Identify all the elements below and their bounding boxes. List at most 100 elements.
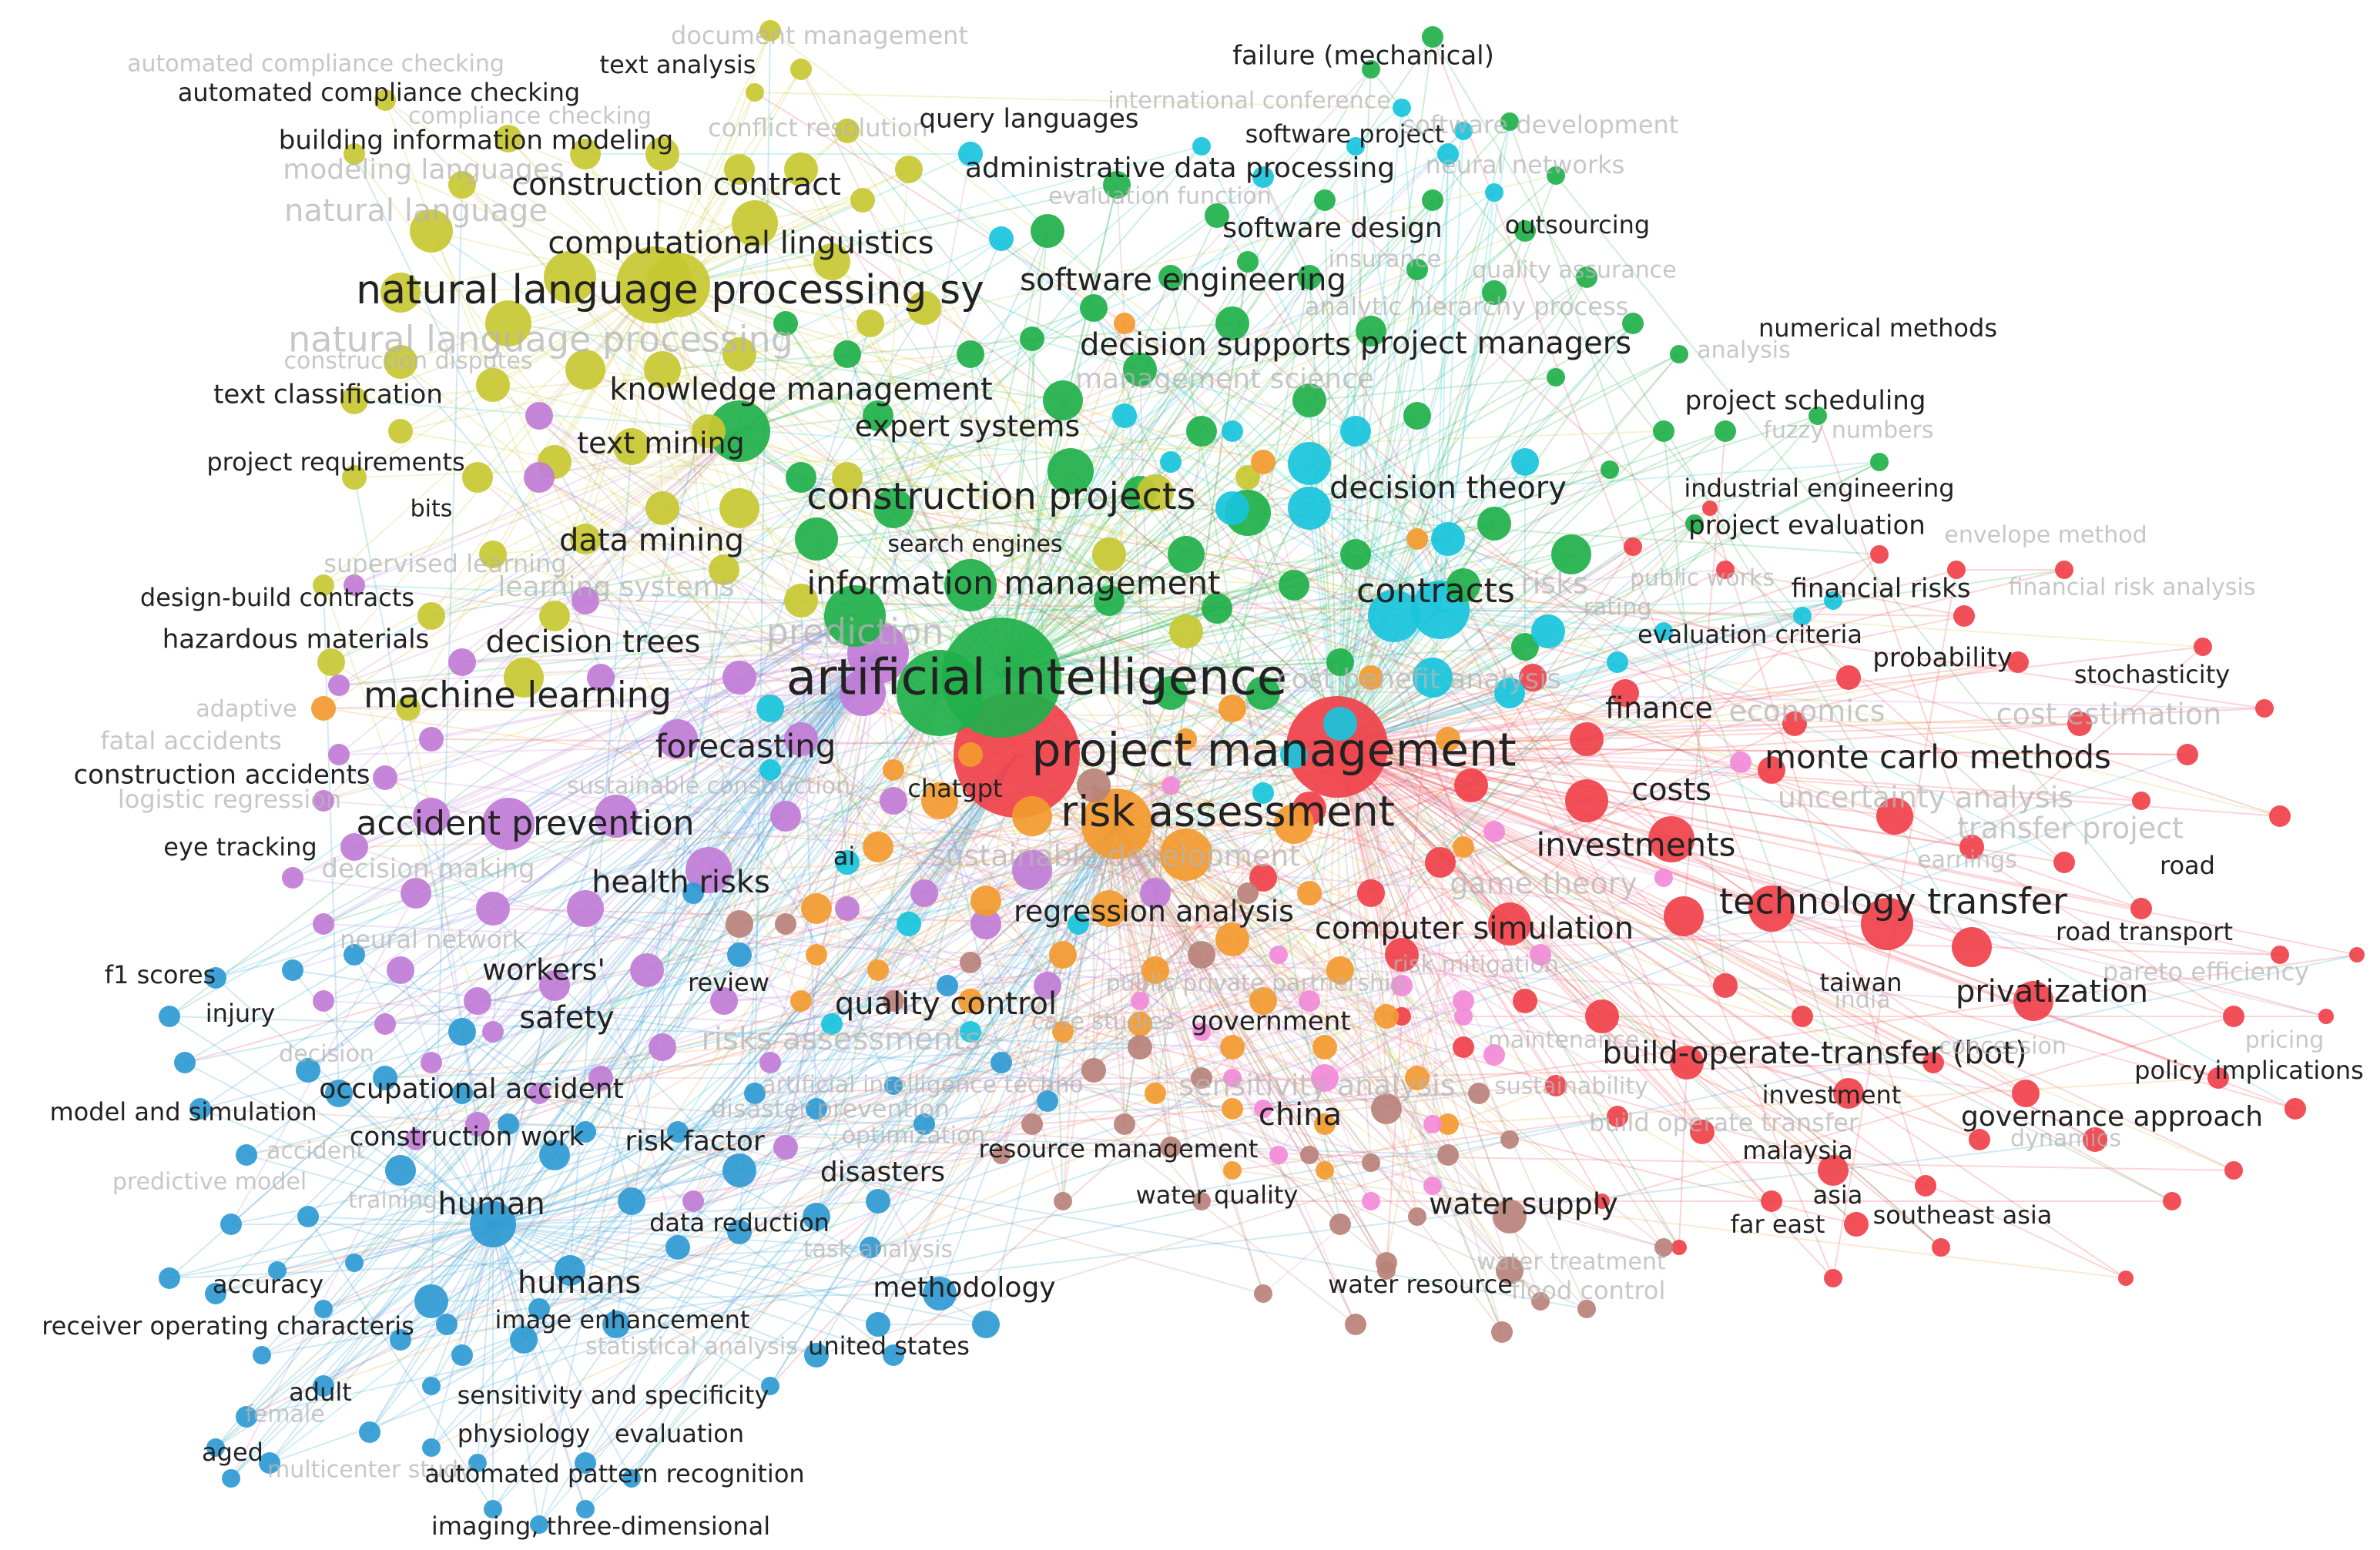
network-node-green[interactable] bbox=[1080, 294, 1108, 322]
keyword-label[interactable]: numerical methods bbox=[1758, 313, 1997, 343]
keyword-label[interactable]: construction accidents bbox=[73, 760, 370, 791]
network-node-purple[interactable] bbox=[401, 878, 431, 909]
network-node-brown[interactable] bbox=[1531, 1292, 1550, 1311]
keyword-label[interactable]: training bbox=[348, 1187, 437, 1214]
network-node-brown[interactable] bbox=[1371, 1093, 1402, 1124]
network-node-brown[interactable] bbox=[1577, 1300, 1596, 1318]
network-node-red[interactable] bbox=[1922, 1052, 1944, 1073]
network-node-cyan[interactable] bbox=[1112, 403, 1137, 428]
network-node-brown[interactable] bbox=[1500, 1130, 1519, 1149]
network-node-red[interactable] bbox=[1545, 1075, 1567, 1096]
network-node-brown[interactable] bbox=[1054, 1192, 1072, 1210]
network-node-pink[interactable] bbox=[1730, 752, 1751, 773]
network-node-red[interactable] bbox=[1624, 537, 1642, 556]
network-node-yellow[interactable] bbox=[784, 584, 818, 618]
network-node-orange[interactable] bbox=[1251, 450, 1275, 474]
network-node-yellow[interactable] bbox=[374, 89, 396, 111]
network-node-blue[interactable] bbox=[803, 1203, 830, 1230]
network-node-orange[interactable] bbox=[970, 885, 1001, 916]
network-node-brown[interactable] bbox=[883, 990, 904, 1012]
network-node-purple[interactable] bbox=[482, 798, 535, 850]
network-node-cyan[interactable] bbox=[759, 759, 781, 781]
keyword-label[interactable]: artificial intelligence techno bbox=[762, 1072, 1083, 1099]
network-node-red[interactable] bbox=[1947, 561, 1966, 579]
network-node-cyan[interactable] bbox=[1215, 491, 1249, 525]
network-node-blue[interactable] bbox=[314, 1300, 333, 1318]
network-node-purple[interactable] bbox=[373, 765, 397, 790]
network-node-green[interactable] bbox=[1422, 26, 1443, 48]
network-node-green[interactable] bbox=[1547, 368, 1565, 387]
network-node-brown[interactable] bbox=[1493, 1200, 1527, 1234]
network-node-yellow[interactable] bbox=[410, 209, 453, 253]
network-node-orange[interactable] bbox=[958, 989, 983, 1013]
keyword-label[interactable]: natural language bbox=[284, 193, 548, 229]
network-node-purple[interactable] bbox=[528, 1083, 550, 1104]
keyword-label[interactable]: investments bbox=[1536, 826, 1735, 864]
keyword-label[interactable]: resource management bbox=[979, 1134, 1259, 1163]
keyword-label[interactable]: public private partnership bbox=[1106, 970, 1406, 997]
keyword-label[interactable]: pricing bbox=[2245, 1027, 2325, 1054]
network-node-orange[interactable] bbox=[867, 959, 889, 981]
network-node-red[interactable] bbox=[2013, 981, 2053, 1021]
network-node-green[interactable] bbox=[1186, 416, 1217, 447]
keyword-label[interactable]: hazardous materials bbox=[163, 624, 430, 655]
network-node-purple[interactable] bbox=[539, 970, 570, 1001]
network-node-green[interactable] bbox=[1547, 166, 1565, 185]
network-node-yellow[interactable] bbox=[479, 541, 507, 568]
network-node-pink[interactable] bbox=[1269, 1146, 1288, 1164]
keyword-label[interactable]: water quality bbox=[1136, 1180, 1299, 1210]
network-node-cyan[interactable] bbox=[1222, 420, 1243, 442]
keyword-label[interactable]: decision supports bbox=[1080, 327, 1351, 363]
keyword-label[interactable]: forecasting bbox=[655, 728, 836, 765]
keyword-label[interactable]: modeling languages bbox=[283, 154, 565, 186]
network-node-green[interactable] bbox=[1356, 316, 1386, 346]
network-node-blue[interactable] bbox=[575, 1121, 596, 1143]
network-node-brown[interactable] bbox=[1377, 1261, 1396, 1280]
network-node-green[interactable] bbox=[1511, 633, 1539, 661]
network-node-green[interactable] bbox=[1123, 353, 1157, 387]
network-node-red[interactable] bbox=[1861, 898, 1913, 950]
network-node-green[interactable] bbox=[897, 650, 983, 736]
network-node-cyan[interactable] bbox=[1485, 183, 1503, 202]
keyword-label[interactable]: risks assessments bbox=[701, 1022, 980, 1057]
network-node-blue[interactable] bbox=[991, 1052, 1012, 1073]
keyword-label[interactable]: aged bbox=[202, 1438, 263, 1467]
network-node-purple[interactable] bbox=[1140, 878, 1171, 909]
network-node-green[interactable] bbox=[1279, 570, 1309, 601]
network-node-purple[interactable] bbox=[910, 879, 938, 907]
network-node-pink[interactable] bbox=[1483, 1044, 1505, 1066]
network-node-pink[interactable] bbox=[1483, 821, 1505, 842]
network-node-orange[interactable] bbox=[1114, 313, 1135, 334]
keyword-label[interactable]: health risks bbox=[592, 865, 770, 900]
network-node-blue[interactable] bbox=[297, 1206, 319, 1227]
network-node-purple[interactable] bbox=[1012, 850, 1052, 890]
network-node-yellow[interactable] bbox=[850, 188, 875, 213]
network-node-yellow[interactable] bbox=[856, 310, 884, 337]
network-node-brown[interactable] bbox=[775, 913, 796, 935]
network-node-green[interactable] bbox=[1514, 220, 1536, 242]
network-node-red[interactable] bbox=[1453, 1036, 1474, 1058]
keyword-label[interactable]: accuracy bbox=[213, 1270, 323, 1299]
network-node-yellow[interactable] bbox=[722, 337, 756, 371]
network-node-red[interactable] bbox=[1488, 902, 1531, 946]
network-node-orange[interactable] bbox=[311, 696, 336, 721]
network-node-orange[interactable] bbox=[806, 944, 827, 966]
keyword-label[interactable]: analytic hierarchy process bbox=[1305, 292, 1629, 321]
network-node-orange[interactable] bbox=[1437, 1113, 1459, 1135]
network-node-blue[interactable] bbox=[189, 1098, 211, 1120]
keyword-label[interactable]: international conference bbox=[1108, 88, 1390, 115]
network-node-cyan[interactable] bbox=[1793, 607, 1812, 625]
network-node-cyan[interactable] bbox=[960, 1021, 981, 1043]
network-node-purple[interactable] bbox=[282, 867, 303, 889]
network-node-blue[interactable] bbox=[296, 1058, 320, 1083]
keyword-label[interactable]: transfer project bbox=[1957, 812, 2184, 845]
network-node-purple[interactable] bbox=[880, 787, 907, 815]
keyword-label[interactable]: finance bbox=[1605, 691, 1713, 725]
keyword-label[interactable]: privatization bbox=[1956, 974, 2148, 1009]
network-node-green[interactable] bbox=[1094, 585, 1125, 616]
network-node-purple[interactable] bbox=[524, 462, 555, 493]
network-node-yellow[interactable] bbox=[895, 156, 923, 183]
network-node-yellow[interactable] bbox=[380, 273, 421, 313]
network-node-purple[interactable] bbox=[465, 1112, 490, 1137]
network-node-blue[interactable] bbox=[259, 1452, 280, 1474]
